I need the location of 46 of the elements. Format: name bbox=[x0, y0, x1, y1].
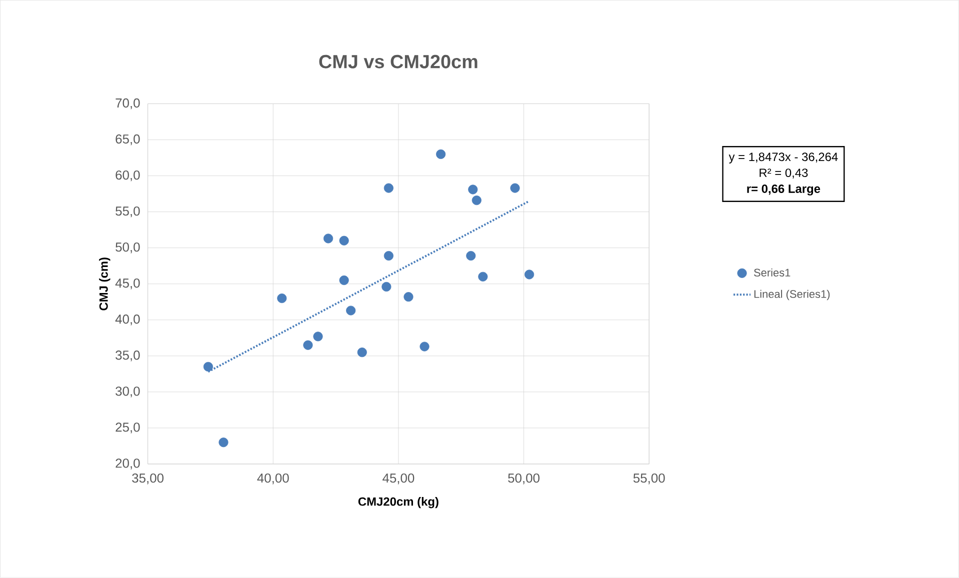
x-tick-label: 50,00 bbox=[508, 474, 540, 484]
legend-label: Series1 bbox=[754, 268, 790, 277]
point bbox=[218, 438, 228, 448]
point bbox=[510, 183, 520, 193]
x-tick-label: 45,00 bbox=[382, 474, 414, 484]
y-tick-label: 55,0 bbox=[116, 206, 140, 218]
point bbox=[478, 272, 488, 282]
point bbox=[313, 332, 323, 342]
point bbox=[382, 282, 392, 292]
point bbox=[420, 342, 430, 352]
point bbox=[203, 362, 213, 372]
y-tick-label: 30,0 bbox=[116, 386, 140, 398]
text: R² = 0,43 bbox=[760, 168, 808, 179]
point bbox=[277, 294, 287, 304]
y-tick-label: 40,0 bbox=[115, 314, 140, 326]
point bbox=[472, 196, 482, 206]
point bbox=[357, 348, 367, 358]
point bbox=[339, 236, 349, 246]
point bbox=[303, 340, 313, 350]
y-tick-label: 60,0 bbox=[116, 170, 140, 182]
point bbox=[384, 251, 394, 261]
point bbox=[404, 292, 414, 302]
point bbox=[384, 183, 394, 193]
x-tick-label: 35,00 bbox=[132, 474, 164, 484]
x-tick-label: 40,00 bbox=[257, 474, 289, 484]
text: y = 1,8473x - 36,264 bbox=[728, 152, 838, 164]
point bbox=[323, 234, 334, 244]
y-tick-label: 25,0 bbox=[116, 422, 140, 434]
y-tick-label: 45,0 bbox=[115, 278, 140, 290]
point bbox=[436, 150, 446, 160]
y-tick-label: 70,0 bbox=[116, 98, 140, 110]
y-tick-label: 65,0 bbox=[116, 134, 140, 146]
chart-title: CMJ vs CMJ20cm bbox=[319, 55, 478, 68]
x-tick-label: 55,00 bbox=[633, 474, 665, 484]
point bbox=[339, 276, 349, 286]
x-axis-title: CMJ20cm (kg) bbox=[358, 497, 438, 508]
y-tick-label: 20,0 bbox=[116, 458, 140, 470]
point bbox=[346, 306, 356, 316]
point bbox=[524, 270, 534, 280]
point bbox=[466, 251, 476, 261]
y-tick-label: 35,0 bbox=[116, 350, 140, 362]
legend-label: Lineal (Series1) bbox=[754, 290, 830, 300]
y-axis-title: CMJ (cm) bbox=[99, 258, 110, 310]
point bbox=[468, 184, 478, 194]
text: r= 0,66 Large bbox=[747, 184, 820, 196]
y-tick-label: 50,0 bbox=[116, 242, 140, 254]
